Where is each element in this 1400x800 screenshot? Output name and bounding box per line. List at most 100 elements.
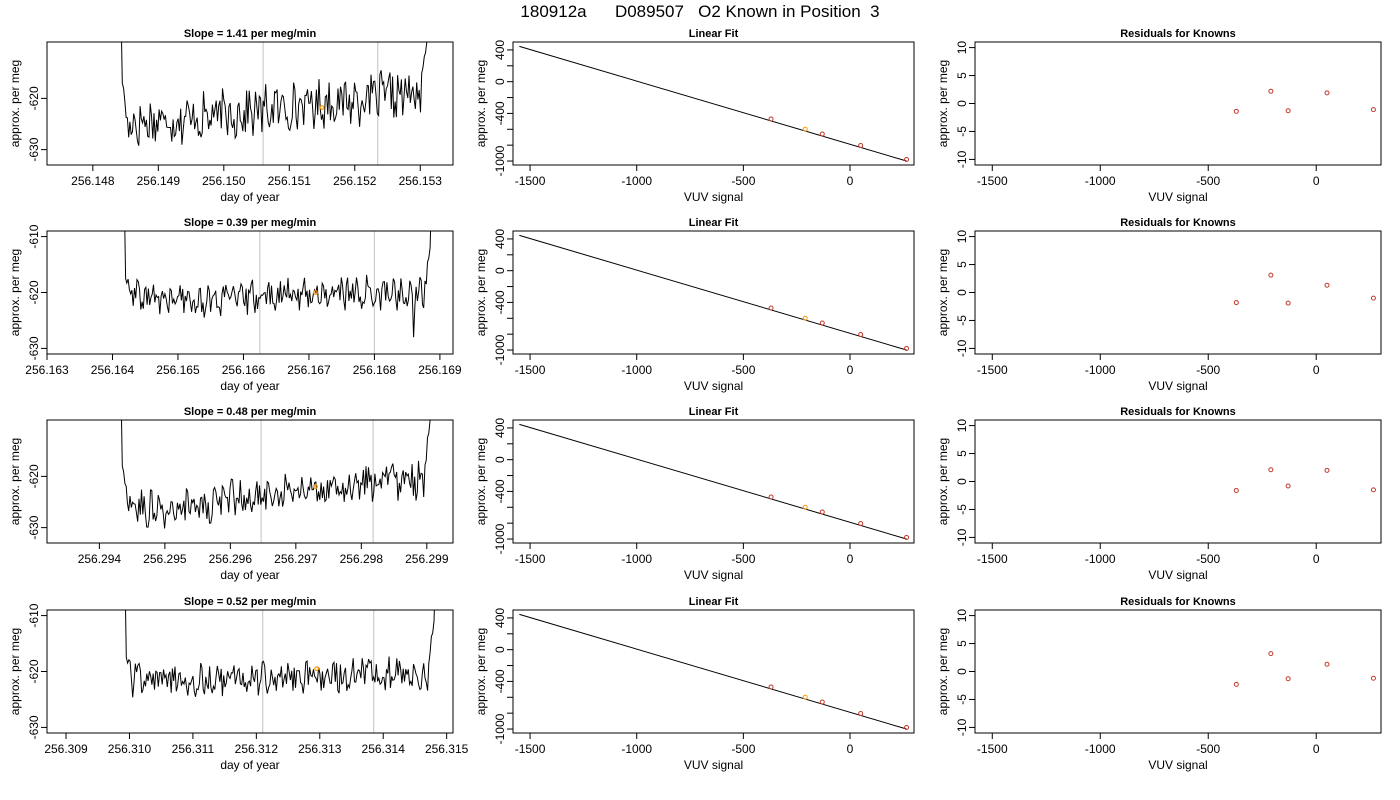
x-tick-label: 0 — [1313, 742, 1320, 756]
known-point — [802, 315, 808, 321]
y-tick-label: 5 — [955, 450, 969, 457]
highlight-point — [319, 105, 325, 110]
panel-residuals-row-4: Residuals for Knowns -1500 -1000 -500 0 10 5 0 -… — [936, 596, 1382, 772]
x-tick-label: -500 — [1196, 174, 1220, 188]
x-tick-label: -1500 — [515, 742, 546, 756]
x-tick-label: -1000 — [621, 552, 652, 566]
x-tick-label: -1000 — [1085, 552, 1116, 566]
y-tick-label: -610 — [27, 224, 41, 248]
y-tick-label: -5 — [955, 504, 969, 515]
plot-frame — [512, 41, 915, 166]
x-tick-label: 0 — [847, 742, 854, 756]
panel-linear-fit-row-2: Linear Fit -1500 -1000 -500 0 400 0 -400 -1000 VU… — [474, 217, 915, 393]
plot-area — [121, 42, 428, 165]
panel-linear-fit-row-3: Linear Fit -1500 -1000 -500 0 400 0 -400 -1000 VU… — [474, 406, 915, 582]
x-tick-label: -500 — [1196, 552, 1220, 566]
panel-time-series-row-1: Slope = 1.41 per meg/min 256.148 256.149 25… — [8, 28, 454, 204]
plot-area — [1233, 272, 1376, 306]
plot-frame — [46, 41, 454, 166]
panel-title: Residuals for Knowns — [1120, 28, 1236, 40]
x-tick-label: 256.298 — [340, 552, 384, 566]
x-tick-label: 256.164 — [91, 363, 135, 377]
panel-linear-fit-row-1: Linear Fit -1500 -1000 -500 0 400 0 -400 -1000 VU… — [474, 28, 915, 204]
y-tick-label: 10 — [955, 609, 969, 623]
x-tick-label: -1500 — [515, 174, 546, 188]
y-tick-label: 0 — [493, 646, 507, 653]
plot-area — [1233, 88, 1376, 114]
x-tick-label: -1000 — [1085, 174, 1116, 188]
x-tick-label: 0 — [1313, 174, 1320, 188]
y-tick-label: -620 — [27, 280, 41, 304]
x-tick-label: -1000 — [621, 363, 652, 377]
panel-residuals-row-3: Residuals for Knowns -1500 -1000 -500 0 10 5 0 -… — [936, 406, 1382, 582]
y-tick-label: -400 — [493, 669, 507, 693]
y-tick-label: 0 — [955, 668, 969, 675]
known-point — [858, 711, 864, 717]
y-tick-label: 5 — [955, 261, 969, 268]
y-tick-label: 400 — [493, 418, 507, 438]
known-point — [802, 694, 808, 700]
residual-point — [1324, 467, 1330, 473]
y-axis-label: approx. per meg — [474, 628, 488, 715]
plot-area — [519, 613, 910, 730]
residual-point — [1268, 88, 1274, 94]
x-axis-label: day of year — [220, 379, 279, 393]
signal-trace — [121, 42, 428, 146]
y-tick-label: 10 — [955, 419, 969, 433]
residual-point — [1370, 487, 1376, 493]
x-tick-label: -1500 — [515, 363, 546, 377]
highlight-point — [313, 290, 318, 295]
y-tick-label: -620 — [27, 86, 41, 110]
x-tick-label: 256.297 — [274, 552, 318, 566]
known-point — [858, 143, 864, 149]
y-tick-label: -620 — [27, 464, 41, 488]
y-axis-label: approx. per meg — [936, 60, 950, 147]
figure-title: 180912a D089507 O2 Known in Position 3 — [520, 2, 880, 21]
highlight-point — [314, 666, 320, 672]
fit-line — [519, 613, 907, 730]
panel-title: Slope = 0.39 per meg/min — [184, 217, 317, 229]
residual-point — [1370, 295, 1376, 301]
y-tick-label: -400 — [493, 101, 507, 125]
residual-point — [1370, 107, 1376, 113]
x-tick-label: 256.309 — [44, 742, 88, 756]
x-tick-label: 256.166 — [222, 363, 266, 377]
residual-point — [1324, 661, 1330, 667]
plot-area — [1233, 651, 1376, 687]
y-axis-label: approx. per meg — [8, 438, 22, 525]
y-axis-label: approx. per meg — [474, 438, 488, 525]
y-tick-label: -10 — [955, 528, 969, 546]
x-tick-label: -1500 — [515, 552, 546, 566]
x-axis-label: VUV signal — [684, 568, 743, 582]
x-axis-label: day of year — [220, 190, 279, 204]
x-tick-label: -500 — [731, 742, 755, 756]
panel-title: Slope = 1.41 per meg/min — [184, 28, 317, 40]
known-point — [768, 494, 774, 500]
y-axis-label: approx. per meg — [8, 60, 22, 147]
plot-area — [519, 234, 910, 351]
x-axis-label: VUV signal — [684, 758, 743, 772]
residual-point — [1268, 467, 1274, 473]
known-point — [768, 305, 774, 311]
y-tick-label: -630 — [27, 137, 41, 161]
y-tick-label: -630 — [27, 715, 41, 739]
y-tick-label: -10 — [955, 718, 969, 736]
x-tick-label: 256.152 — [333, 174, 377, 188]
x-tick-label: -1500 — [977, 174, 1008, 188]
x-tick-label: -500 — [1196, 363, 1220, 377]
fit-line — [519, 423, 907, 540]
known-point — [904, 534, 910, 540]
panel-title: Linear Fit — [689, 596, 739, 608]
panel-time-series-row-2: Slope = 0.39 per meg/min 256.163 256.164 25… — [8, 217, 462, 393]
x-tick-label: 256.167 — [287, 363, 331, 377]
y-tick-label: -1000 — [493, 145, 507, 176]
y-tick-label: -1000 — [493, 713, 507, 744]
x-tick-label: 0 — [847, 174, 854, 188]
plot-frame — [46, 609, 454, 734]
plot-frame — [512, 609, 915, 734]
residual-point — [1285, 300, 1291, 306]
known-point — [858, 332, 864, 338]
x-tick-label: 256.149 — [137, 174, 181, 188]
y-tick-label: -5 — [955, 315, 969, 326]
